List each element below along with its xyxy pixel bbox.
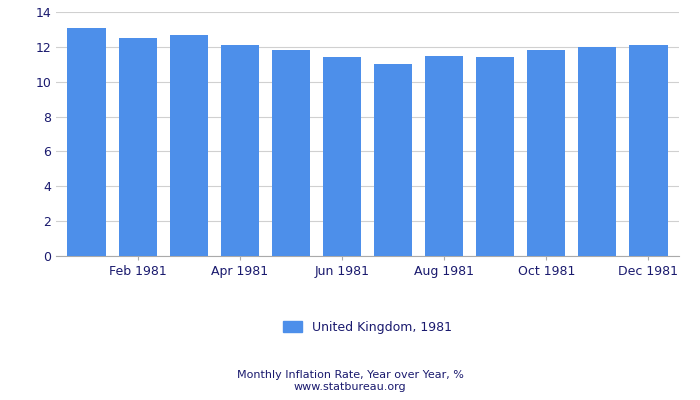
Bar [67, 28, 106, 256]
Bar [220, 45, 259, 256]
Bar [118, 38, 157, 256]
Bar [323, 57, 361, 256]
Bar [629, 45, 668, 256]
Bar [527, 50, 566, 256]
Bar [272, 50, 310, 256]
Bar [578, 47, 617, 256]
Bar [425, 56, 463, 256]
Legend: United Kingdom, 1981: United Kingdom, 1981 [278, 316, 457, 339]
Text: Monthly Inflation Rate, Year over Year, %: Monthly Inflation Rate, Year over Year, … [237, 370, 463, 380]
Bar [476, 57, 514, 256]
Bar [374, 64, 412, 256]
Bar [169, 35, 208, 256]
Text: www.statbureau.org: www.statbureau.org [294, 382, 406, 392]
